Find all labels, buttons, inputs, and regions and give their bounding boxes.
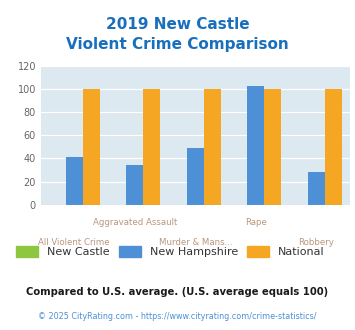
Bar [143, 89, 160, 205]
Text: Violent Crime Comparison: Violent Crime Comparison [66, 37, 289, 52]
Bar [66, 157, 83, 205]
Bar [187, 148, 204, 205]
Bar [308, 172, 325, 205]
Bar [325, 89, 342, 205]
Bar [83, 89, 99, 205]
Text: Robbery: Robbery [299, 238, 334, 247]
Text: Compared to U.S. average. (U.S. average equals 100): Compared to U.S. average. (U.S. average … [26, 287, 329, 297]
Text: Aggravated Assault: Aggravated Assault [93, 218, 177, 227]
Text: © 2025 CityRating.com - https://www.cityrating.com/crime-statistics/: © 2025 CityRating.com - https://www.city… [38, 312, 317, 321]
Text: Rape: Rape [245, 218, 267, 227]
Bar [204, 89, 221, 205]
Text: All Violent Crime: All Violent Crime [38, 238, 110, 247]
Text: 2019 New Castle: 2019 New Castle [106, 17, 249, 32]
Text: Murder & Mans...: Murder & Mans... [158, 238, 232, 247]
Legend: New Castle, New Hampshire, National: New Castle, New Hampshire, National [16, 246, 325, 257]
Bar [264, 89, 281, 205]
Bar [247, 85, 264, 205]
Bar [126, 165, 143, 205]
